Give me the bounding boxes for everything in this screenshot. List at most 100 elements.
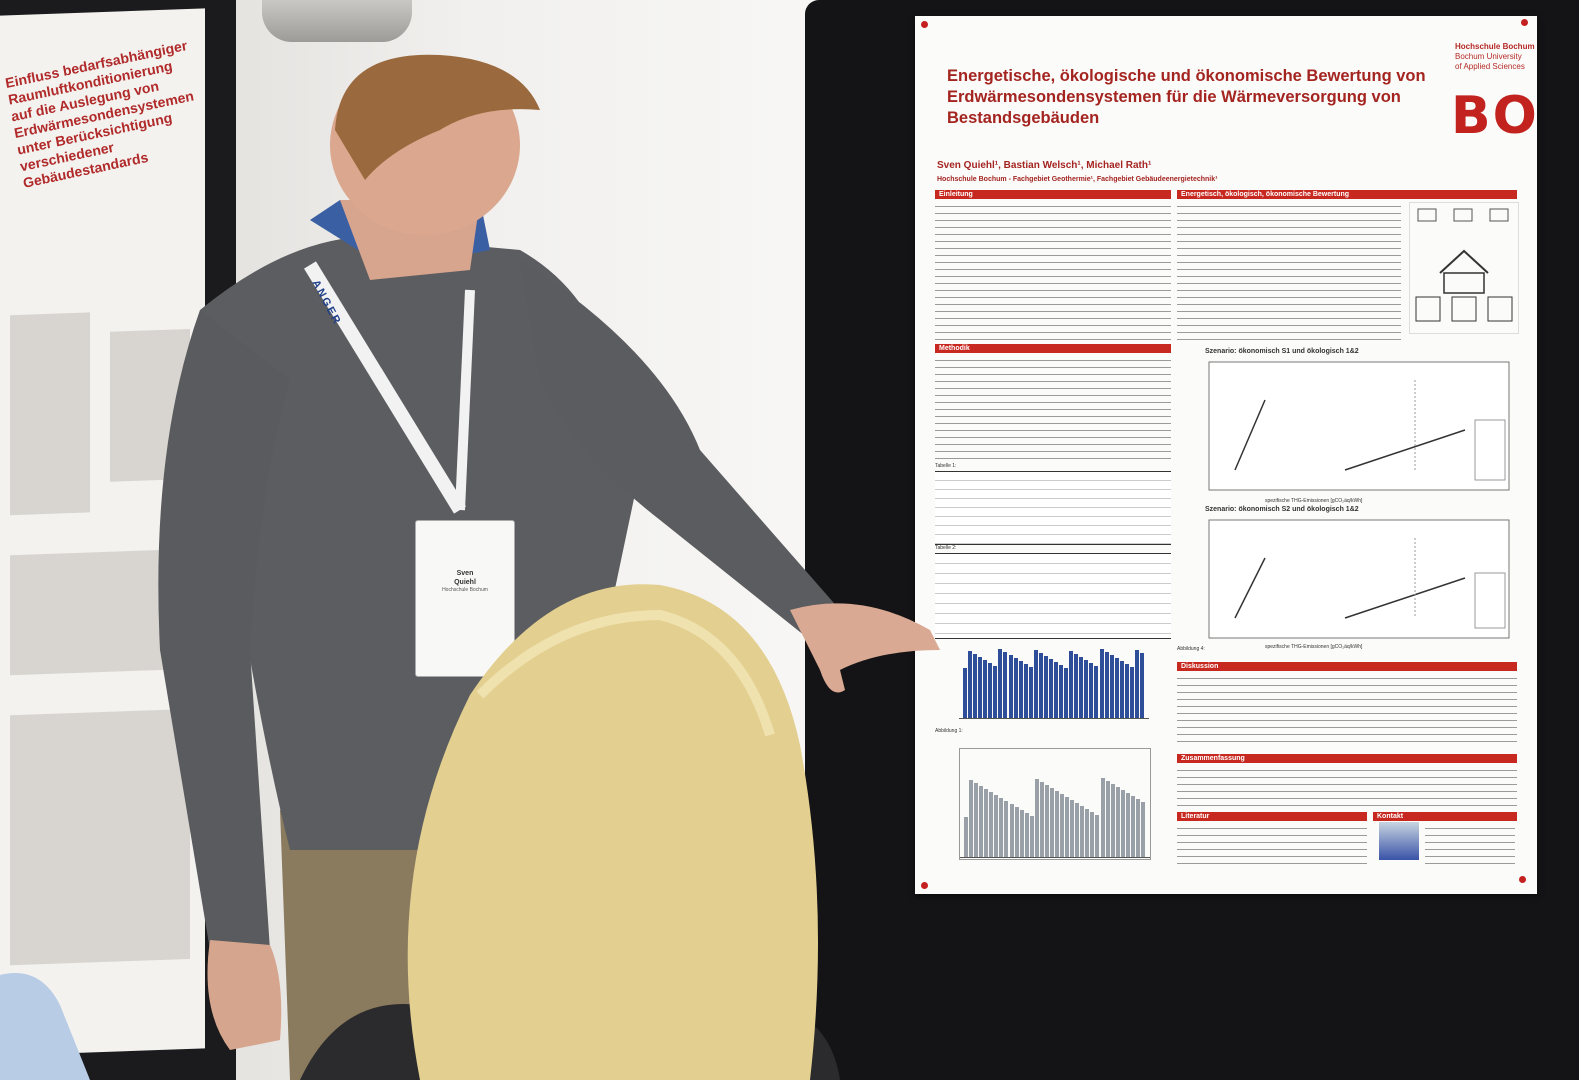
poster-bar <box>984 789 989 857</box>
poster-bar <box>963 668 967 718</box>
poster-bar <box>1049 788 1054 857</box>
poster-bar <box>1114 658 1119 718</box>
discussion-text <box>1177 674 1517 746</box>
author-photo <box>1379 822 1419 860</box>
poster-bar <box>973 654 978 718</box>
poster-bar <box>989 792 994 857</box>
poster-bar <box>998 649 1003 718</box>
institution-line: of Applied Sciences <box>1455 62 1525 71</box>
pin-icon <box>1521 19 1528 26</box>
poster-bar <box>1003 652 1008 718</box>
poster-bar <box>1029 816 1034 857</box>
table2-caption: Tabelle 2: <box>935 545 957 551</box>
institution-line: Bochum University <box>1455 52 1522 61</box>
poster-bar <box>994 795 999 857</box>
poster-authors: Sven Quiehl¹, Bastian Welsch¹, Michael R… <box>937 160 1152 171</box>
poster-bar <box>1074 654 1079 718</box>
poster-bar <box>1018 661 1023 718</box>
university-logo: BO <box>1451 86 1537 146</box>
poster-bar <box>1019 810 1024 857</box>
poster-bar <box>1055 791 1059 857</box>
contact-text <box>1425 824 1515 864</box>
poster-bar <box>1028 667 1033 718</box>
pin-icon <box>1519 876 1526 883</box>
eval-text <box>1177 202 1401 342</box>
poster-bar <box>1059 665 1064 718</box>
poster-bar <box>1048 659 1053 718</box>
poster-bar <box>1129 667 1134 718</box>
poster-bar <box>1023 664 1028 718</box>
poster-bar <box>964 817 968 857</box>
poster-affiliation: Hochschule Bochum - Fachgebiet Geothermi… <box>937 176 1218 183</box>
badge-name: Quiehl <box>454 579 476 586</box>
poster-bar <box>1070 800 1075 857</box>
poster-bar <box>1139 653 1144 718</box>
poster-bar <box>1014 807 1019 857</box>
section-header-method: Methodik <box>935 344 1171 353</box>
figure-caption: Abbildung 4: <box>1177 646 1205 652</box>
poster-bar <box>1009 804 1014 857</box>
wall-lamp <box>262 0 412 42</box>
table-2 <box>935 553 1171 639</box>
bar-chart-1 <box>959 640 1149 722</box>
left-poster-text-block <box>10 312 90 516</box>
scenario-chart-1-plot <box>1208 361 1510 491</box>
poster-bar <box>1089 663 1094 718</box>
poster-bar <box>974 783 979 857</box>
poster-bar <box>1084 660 1089 718</box>
poster-bar <box>1054 662 1058 718</box>
poster-bar <box>1034 779 1039 857</box>
poster-bar <box>1065 797 1070 857</box>
scenario-chart-2: Szenario: ökonomisch S2 und ökologisch 1… <box>1205 506 1515 656</box>
poster-bar <box>1038 653 1043 718</box>
poster-bar <box>1110 784 1115 857</box>
bar-chart-2 <box>959 748 1151 860</box>
house-diagram <box>1409 202 1519 334</box>
poster-bar <box>1120 790 1125 857</box>
scenario-chart-1-title: Szenario: ökonomisch S1 und ökologisch 1… <box>1205 348 1359 355</box>
intro-text <box>935 202 1171 340</box>
poster-bar <box>1024 813 1029 857</box>
scenario-chart-2-title: Szenario: ökonomisch S2 und ökologisch 1… <box>1205 506 1359 513</box>
pin-icon <box>921 21 928 28</box>
section-header-intro: Einleitung <box>935 190 1171 199</box>
scenario-chart-1-xlabel: spezifische THG-Emissionen [gCO₂äq/kWh] <box>1265 498 1363 504</box>
audience-member-shoulder <box>0 973 90 1080</box>
poster-bar <box>1125 793 1130 857</box>
poster-bar <box>978 657 983 718</box>
poster-bar <box>1090 812 1095 857</box>
poster-title: Energetische, ökologische und ökonomisch… <box>947 67 1426 127</box>
method-text <box>935 356 1171 460</box>
audience-member <box>300 584 840 1080</box>
poster-bar <box>1119 661 1124 718</box>
poster-bar <box>1094 666 1099 718</box>
section-header-summary: Zusammenfassung <box>1177 754 1517 763</box>
poster-bar <box>1080 806 1085 857</box>
poster-bar <box>999 798 1004 857</box>
poster-bar <box>1004 801 1009 857</box>
poster-bar <box>1069 651 1074 718</box>
poster-bar <box>1099 649 1104 718</box>
badge-name: Sven <box>456 570 474 577</box>
poster-bar <box>969 780 974 857</box>
section-header-contact: Kontakt <box>1373 812 1517 821</box>
poster-bar <box>1079 657 1084 718</box>
scenario-chart-1: Szenario: ökonomisch S1 und ökologisch 1… <box>1205 348 1515 508</box>
figure-caption: Abbildung 1: <box>935 728 963 734</box>
badge-institution: Hochschule Bochum <box>442 587 488 593</box>
poster-bar <box>1135 799 1140 857</box>
poster-bar <box>1130 796 1135 857</box>
institution-name: Hochschule Bochum Bochum University of A… <box>1455 42 1535 72</box>
bar-chart-2-plot <box>960 769 1150 858</box>
section-header-literature: Literatur <box>1177 812 1367 821</box>
poster-bar <box>1039 782 1044 857</box>
scenario-chart-2-plot <box>1208 519 1510 639</box>
poster-bar <box>1140 802 1145 857</box>
poster-bar <box>1033 650 1038 718</box>
main-poster: Energetische, ökologische und ökonomisch… <box>915 16 1537 894</box>
poster-bar <box>1043 656 1048 718</box>
poster-bar <box>968 651 973 718</box>
bar-chart-1-plot <box>959 640 1149 719</box>
poster-bar <box>1100 778 1105 857</box>
poster-bar <box>1013 658 1018 718</box>
